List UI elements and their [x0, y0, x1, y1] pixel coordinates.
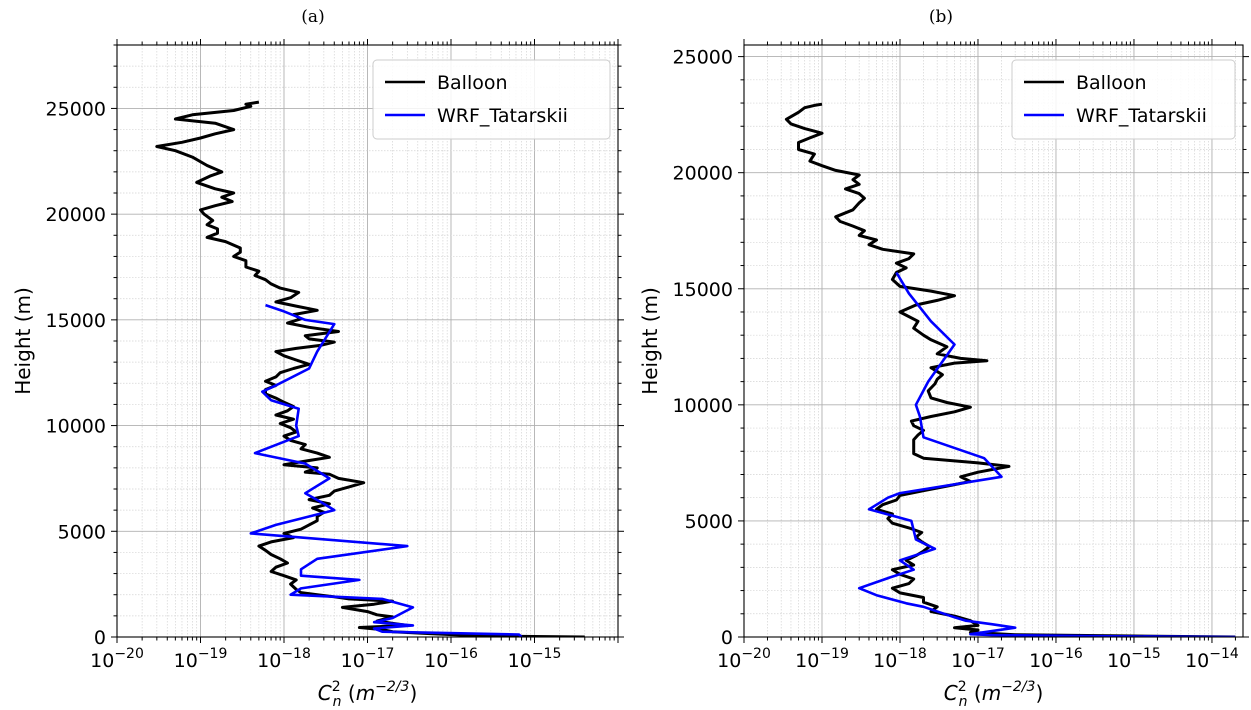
y-tick-label: 10000	[46, 416, 106, 438]
series-line-wrf-tatarskii	[249, 303, 523, 637]
y-axis-label: Height (m)	[638, 287, 662, 395]
x-tick-label: 10−19	[795, 646, 849, 672]
x-tick-label: 10−17	[951, 646, 1005, 672]
x-tick-label: 10−18	[873, 646, 927, 672]
legend-box	[1011, 59, 1236, 140]
y-tick-label: 0	[721, 627, 733, 649]
series-line-wrf-tatarskii	[857, 271, 1236, 637]
legend-label: Balloon	[437, 72, 508, 94]
y-tick-label: 5000	[58, 521, 106, 543]
y-tick-label: 15000	[673, 279, 733, 301]
x-tick-label: 10−20	[90, 646, 144, 672]
y-tick-label: 20000	[673, 163, 733, 185]
x-axis-label: C2 n (m−2/3)	[318, 679, 418, 710]
legend: Balloon WRF_Tatarskii	[1011, 59, 1236, 140]
legend-box	[372, 59, 611, 140]
y-tick-label: 25000	[673, 47, 733, 69]
y-tick-label: 25000	[46, 98, 106, 120]
y-tick-label: 5000	[685, 511, 733, 533]
x-tick-label: 10−15	[508, 646, 562, 672]
y-tick-label: 20000	[46, 204, 106, 226]
legend-label: WRF_Tatarskii	[437, 105, 568, 127]
series-line-balloon	[155, 100, 585, 637]
x-tick-label: 10−15	[1107, 646, 1161, 672]
x-tick-label: 10−18	[257, 646, 311, 672]
x-tick-label: 10−19	[174, 646, 228, 672]
x-axis-label: C2 n (m−2/3)	[944, 679, 1044, 710]
series-line-balloon	[784, 102, 1236, 637]
panel-title: (a)	[301, 7, 324, 27]
x-tick-label: 10−16	[424, 646, 478, 672]
x-tick-label: 10−16	[1029, 646, 1083, 672]
x-tick-label: 10−17	[341, 646, 395, 672]
y-tick-label: 10000	[673, 395, 733, 417]
y-tick-label: 15000	[46, 310, 106, 332]
grid	[743, 45, 1243, 638]
legend-label: WRF_Tatarskii	[1076, 105, 1207, 127]
panel-title: (b)	[929, 7, 953, 27]
x-tick-label: 10−14	[1185, 646, 1239, 672]
y-axis-label: Height (m)	[11, 287, 35, 395]
panel-b: (b) 10−20 10−19 10−18 10−17 10−16 10−15 10−14 0 5…	[638, 7, 1249, 710]
plot-frame	[743, 44, 1244, 638]
plot-frame	[116, 44, 619, 638]
panel-a: (a) 10−20 10−19 10−18 10−17 10−16 10−15 0 5000 10…	[11, 7, 624, 710]
y-tick-label: 0	[94, 627, 106, 649]
legend-label: Balloon	[1076, 72, 1147, 94]
x-tick-label: 10−20	[717, 646, 771, 672]
legend: Balloon WRF_Tatarskii	[372, 59, 611, 140]
